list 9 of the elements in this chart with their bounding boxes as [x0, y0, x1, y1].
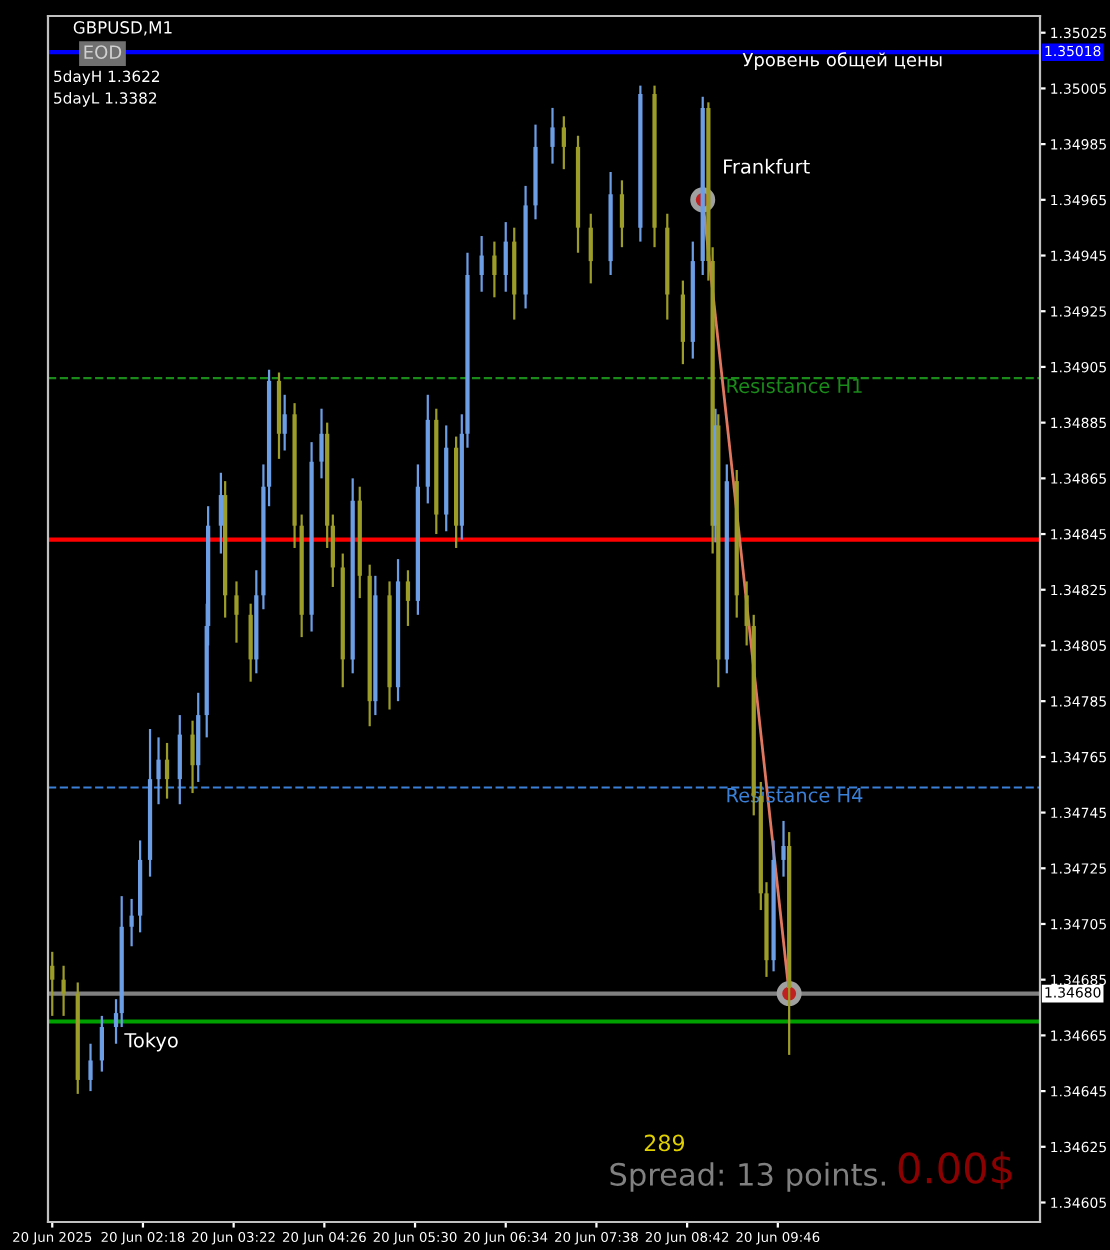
- ref-line-label: Resistance H1: [727, 378, 862, 394]
- annotation: Уровень общей цены: [742, 52, 942, 70]
- annotation: Frankfurt: [724, 158, 810, 174]
- annotation: 0.00$: [898, 1151, 1012, 1190]
- chart-title: GBPUSD,M1: [73, 21, 172, 36]
- annotation: Spread: 13 points.: [610, 1162, 885, 1192]
- annotation: Tokyo: [124, 1032, 178, 1052]
- annotation: 289: [644, 1134, 685, 1152]
- annotation: EOD: [84, 45, 122, 59]
